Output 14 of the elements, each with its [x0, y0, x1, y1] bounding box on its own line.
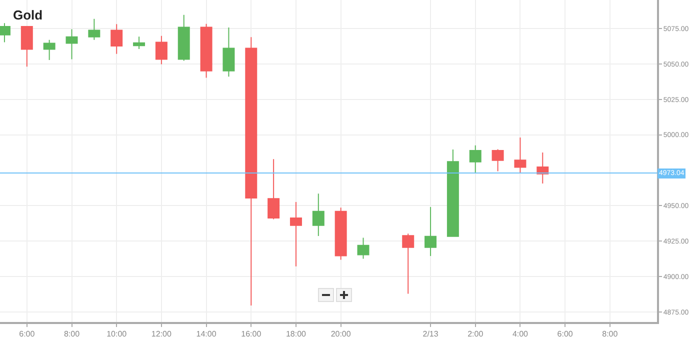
x-tick-label: 4:00	[512, 330, 529, 339]
x-tick-label: 18:00	[286, 330, 307, 339]
x-tick-label: 2/13	[422, 330, 439, 339]
x-tick-label: 20:00	[330, 330, 352, 339]
x-tick-label: 6:00	[19, 330, 36, 339]
x-tick-label: 16:00	[241, 330, 262, 339]
text: Gold	[13, 8, 43, 23]
x-tick-label: 2:00	[468, 330, 484, 339]
x-tick-label: 6:00	[557, 330, 574, 339]
x-tick-label: 14:00	[196, 330, 217, 339]
x-tick-label: 10:00	[106, 330, 128, 339]
x-tick-label: 12:00	[151, 330, 172, 339]
x-tick-label: 8:00	[602, 330, 618, 339]
x-tick-label: 8:00	[64, 330, 80, 339]
